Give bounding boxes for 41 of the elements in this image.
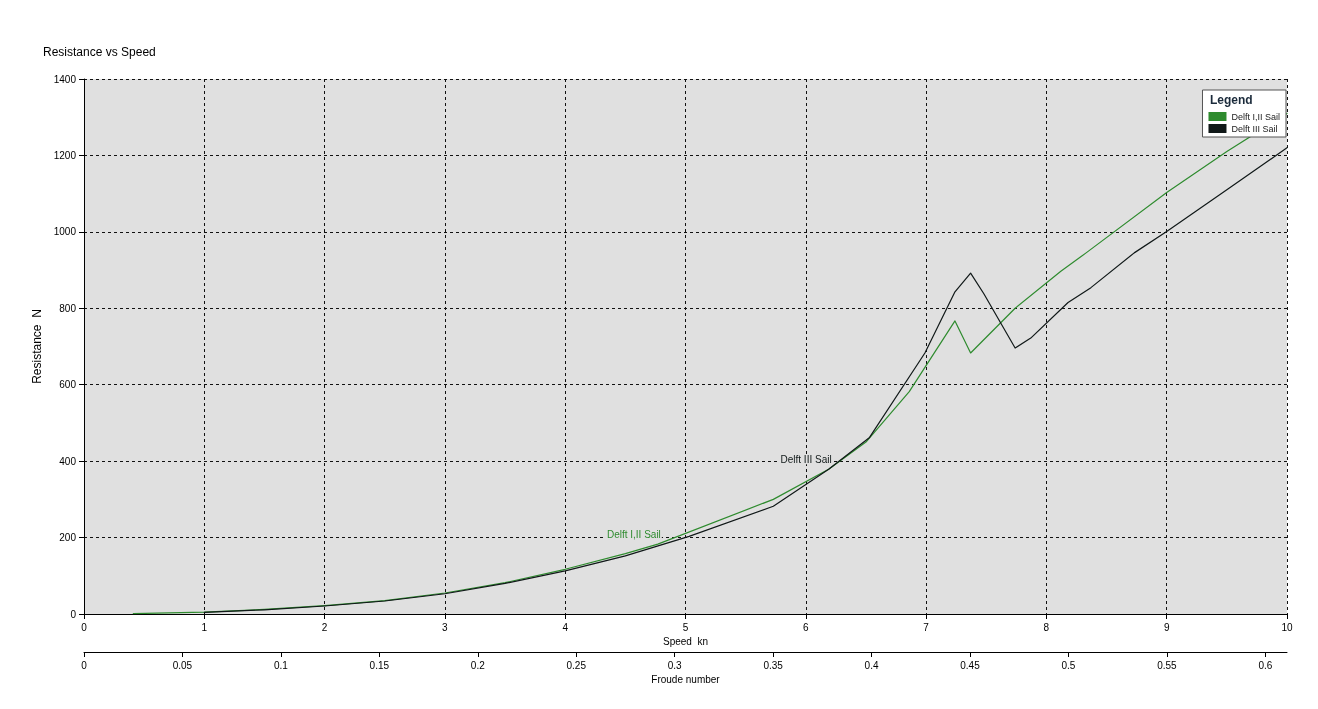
y-tick-label: 1000 — [53, 226, 77, 238]
x2-tick-label: 0.3 — [667, 659, 683, 671]
x2-tick-label: 0 — [81, 659, 88, 671]
x2-tick-label: 0.2 — [470, 659, 486, 671]
y-tick-label: 0 — [70, 608, 77, 620]
x-tick-label: 6 — [803, 621, 810, 633]
annotation: Delft III Sail — [780, 453, 832, 465]
x2-tick-label: 0.1 — [273, 659, 289, 671]
x2-tick-label: 0.05 — [172, 659, 193, 671]
y-tick-label: 600 — [59, 379, 77, 391]
y-tick-label: 1200 — [53, 149, 77, 161]
y-tick-label: 200 — [59, 532, 77, 544]
y-tick-label: 1400 — [53, 73, 77, 85]
x-tick-label: 5 — [682, 621, 689, 633]
x-tick-label: 10 — [1281, 621, 1293, 633]
x2-axis-title: Froude number — [651, 674, 721, 686]
y-axis-title: Resistance N — [29, 309, 44, 384]
x2-tick-label: 0.35 — [763, 659, 784, 671]
x-tick-label: 2 — [321, 621, 328, 633]
x-tick-label: 1 — [201, 621, 208, 633]
x-tick-label: 3 — [442, 621, 449, 633]
x-tick-label: 7 — [923, 621, 930, 633]
x2-tick-label: 0.45 — [960, 659, 981, 671]
x-tick-label: 0 — [81, 621, 88, 633]
x2-tick-label: 0.55 — [1157, 659, 1178, 671]
chart-title: Resistance vs Speed — [43, 45, 156, 59]
x-tick-label: 9 — [1163, 621, 1170, 633]
x2-tick-label: 0.6 — [1258, 659, 1273, 671]
x-tick-label: 4 — [562, 621, 569, 633]
x2-tick-label: 0.4 — [864, 659, 879, 671]
legend-label: Delft I,II Sail — [1231, 111, 1280, 122]
x2-tick-label: 0.5 — [1061, 659, 1076, 671]
x-axis-title: Speed kn — [662, 636, 709, 648]
y-tick-label: 400 — [59, 455, 77, 467]
y-tick-label: 800 — [59, 302, 77, 314]
legend-label: Delft III Sail — [1231, 123, 1278, 134]
x2-tick-label: 0.25 — [566, 659, 587, 671]
legend-title: Legend — [1209, 92, 1253, 107]
x-tick-label: 8 — [1043, 621, 1050, 633]
x2-tick-label: 0.15 — [369, 659, 390, 671]
annotation: Delft I,II Sail — [606, 528, 661, 540]
